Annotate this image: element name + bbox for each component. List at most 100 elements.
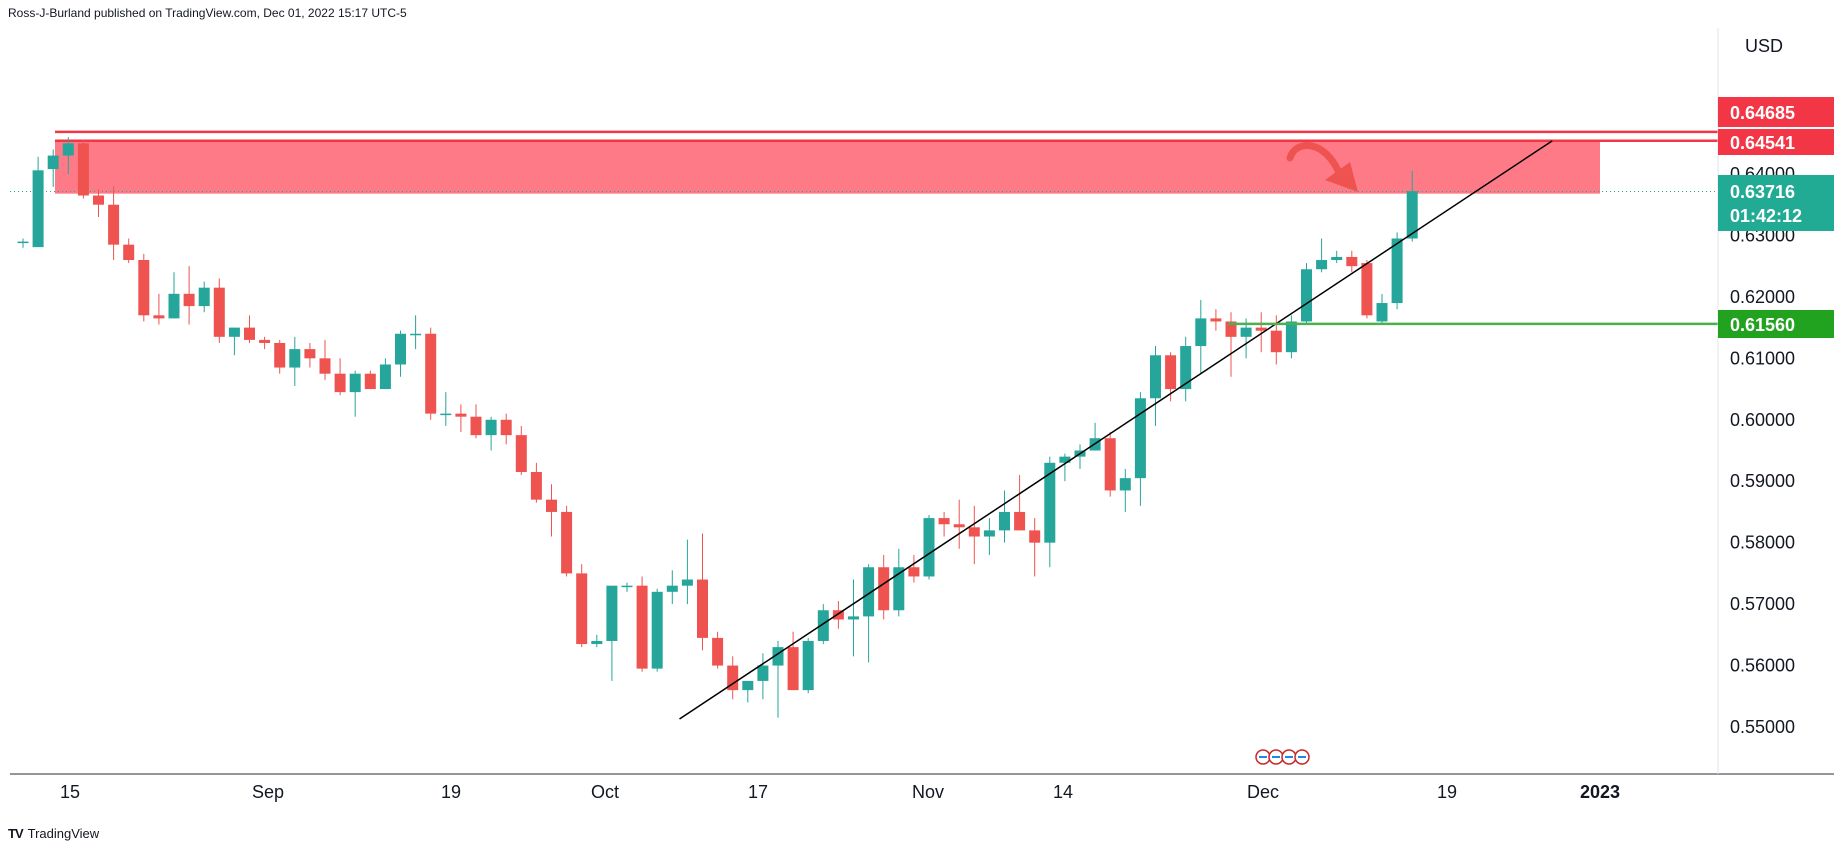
candle [289,336,301,386]
x-tick-label: Nov [912,782,944,802]
x-tick-label: 19 [1437,782,1457,802]
candle-body [712,637,724,666]
candle [561,505,573,577]
candle-body [289,349,301,368]
trendline [679,140,1553,720]
candle-body [1316,260,1328,270]
tradingview-logo-icon: TV [8,826,24,841]
candle [274,339,286,374]
candle-body [259,339,271,343]
candle [999,490,1010,543]
candle [712,631,724,669]
candle [77,140,89,199]
candle-body [379,364,391,390]
candle [848,579,859,657]
x-tick-label: Sep [252,782,284,802]
candle-body [500,419,512,436]
candle-body [757,665,769,681]
candle-body [893,567,905,611]
plot-area[interactable] [10,28,1715,768]
candle-body [802,640,814,691]
forecast-arrowhead-icon [1325,162,1358,192]
candle-body [832,610,844,620]
countdown-text: 01:42:12 [1730,206,1802,226]
current-price-text: 0.63716 [1730,182,1795,202]
tradingview-brand: TradingView [27,826,100,841]
candle-body [1361,263,1373,316]
candle-body [138,260,150,316]
tradingview-footer[interactable]: TV TradingView [8,826,99,841]
candle [651,588,663,672]
candle [787,631,799,691]
candle-body [62,143,74,156]
candle [1406,170,1418,242]
candle-body [1285,321,1297,353]
x-tick-label: 14 [1053,782,1073,802]
candle [893,548,905,617]
candle-body [1104,438,1116,491]
x-tick-label: 2023 [1580,782,1620,802]
candle-body [727,665,739,691]
candle [832,601,844,629]
candle-body [530,472,542,500]
candle-body [1119,478,1131,491]
candle-body [1180,346,1192,390]
candle [1316,238,1328,273]
candle-body [772,647,784,666]
candle [1376,293,1388,325]
candle-body [1044,462,1056,543]
candle [1331,250,1343,264]
candle-body [546,499,557,512]
candle [1134,392,1146,506]
candle [1210,309,1222,331]
candle [1346,250,1358,273]
candle [1059,453,1071,482]
x-tick-label: Oct [591,782,619,802]
candle [923,515,935,580]
y-tick-label: 0.57000 [1730,594,1795,614]
candle [908,554,920,583]
candle-body [153,315,165,319]
candle-body [999,511,1010,531]
y-tick-label: 0.58000 [1730,533,1795,553]
candle-body [364,373,376,390]
candle-body [817,610,829,641]
support-label [1718,310,1834,338]
candle-body [213,287,225,337]
forecast-arrow-icon [1286,142,1344,179]
candle-body [334,373,346,393]
candle-body [1391,238,1403,304]
candle-body [697,579,708,638]
candle-body [1225,321,1237,337]
candle-body [561,511,573,574]
candle-body [349,373,361,393]
candle [1029,518,1041,577]
candle [183,266,195,325]
candle-body [425,333,437,414]
candle-body [123,244,135,261]
candle-body [395,333,406,365]
current-price-label [1718,175,1834,231]
candle [727,656,739,700]
candle-body [1195,318,1207,347]
x-tick-label: 15 [60,782,80,802]
candle [802,637,814,694]
candle-body [908,567,920,577]
candle-body [1165,355,1177,390]
y-tick-label: 0.61000 [1730,348,1795,368]
candle [108,186,120,261]
candle-body [1150,355,1161,399]
candle [968,505,980,565]
y-tick-label: 0.56000 [1730,656,1795,676]
candle [515,425,527,476]
candle-body [651,591,663,669]
candle [666,570,678,605]
candle-body [1301,269,1312,322]
candle [485,416,497,451]
candle-body [410,333,422,336]
candle [213,278,225,343]
candle [863,564,875,663]
candle-body [515,435,527,473]
candle [319,339,331,380]
